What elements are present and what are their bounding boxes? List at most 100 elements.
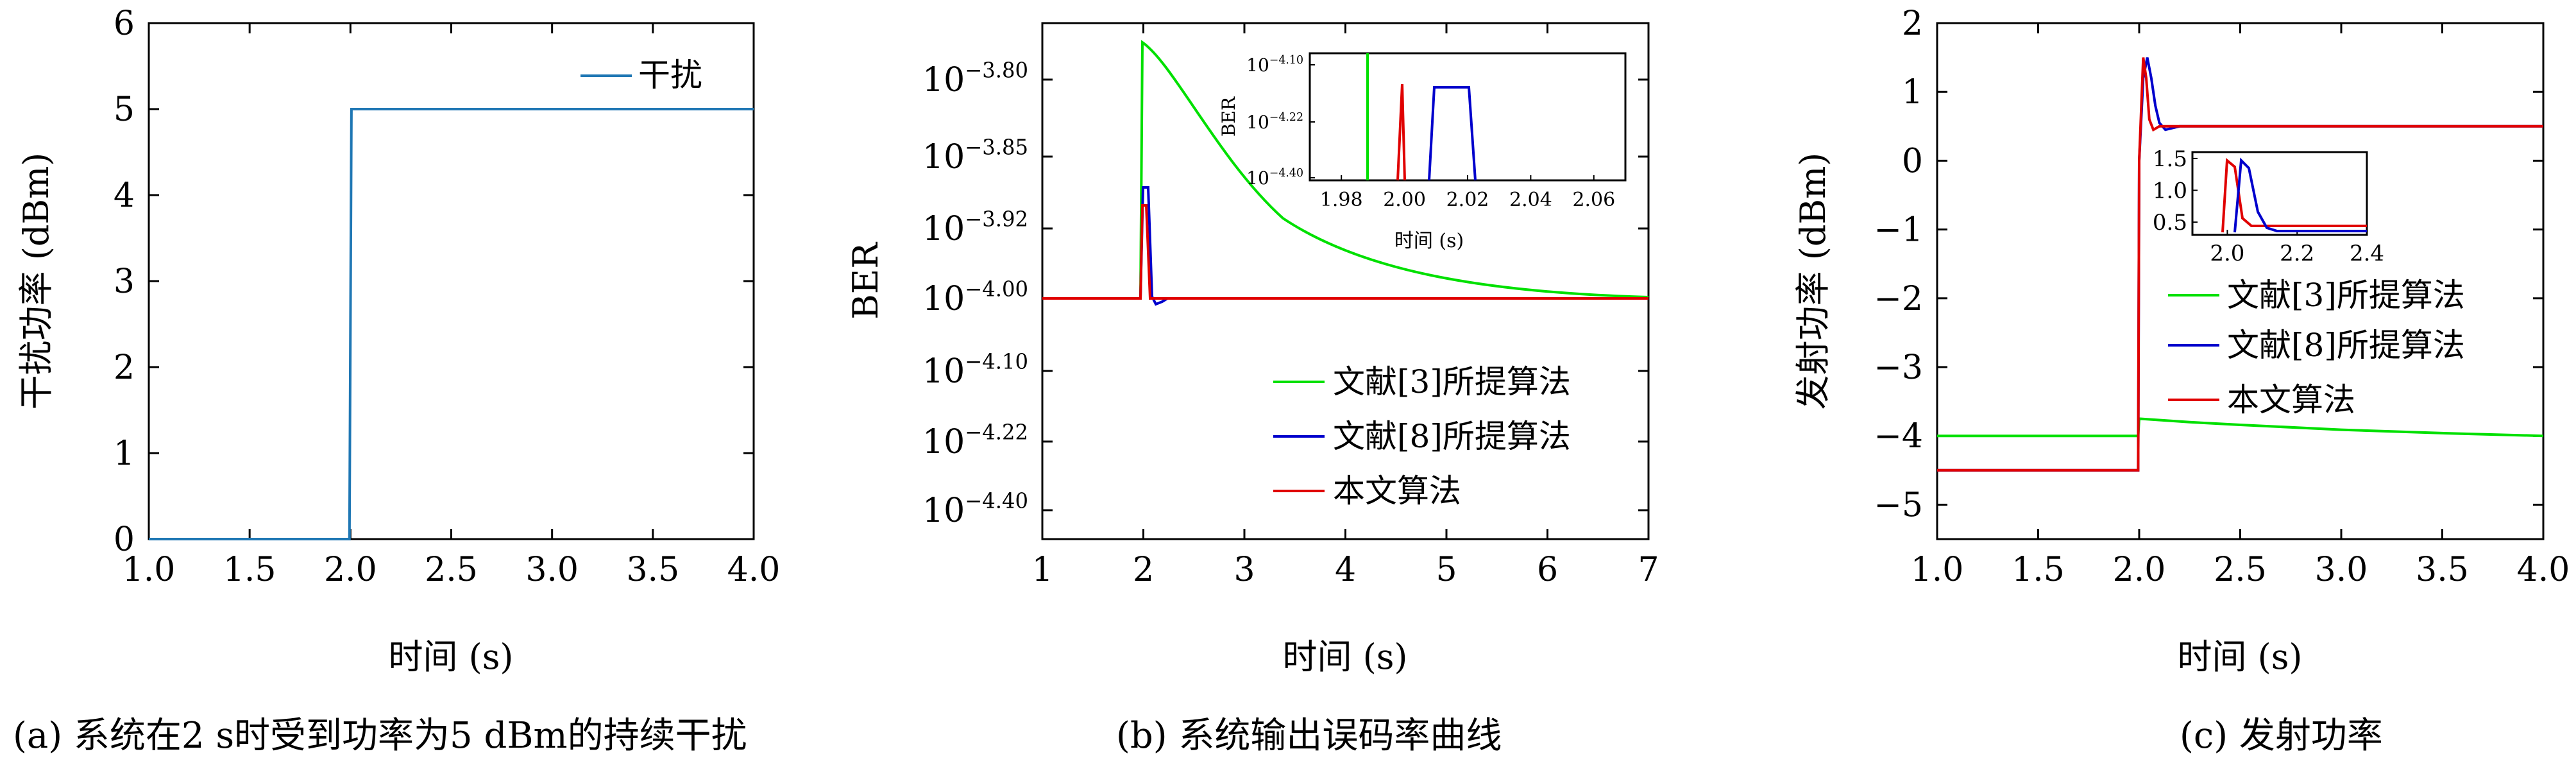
legend-label-c-ref8: 文献[8]所提算法 — [2227, 327, 2465, 364]
inset-b-proposed-line — [1396, 83, 1406, 181]
panel-a-x-tick-label: 1.5 — [223, 551, 276, 589]
panel-b-y-tick-label: 10−4.10 — [922, 349, 1028, 391]
panel-c-y-tick-label: 0 — [1902, 142, 1923, 180]
panel-c-y-tick-label: −2 — [1874, 280, 1923, 318]
inset-b-ref8-line — [1428, 86, 1477, 181]
panel-a-x-tick-label: 3.0 — [525, 551, 579, 589]
x-axis-label-b: 时间 (s) — [1282, 637, 1407, 677]
series-b-ref3-curve — [1042, 40, 1649, 300]
ticks-b: 1 2 3 4 5 6 7 10−3.80 10−3.85 10−3.92 10−4.00 10−4.… — [922, 23, 1659, 589]
panel-a-y-tick-label: 2 — [114, 348, 135, 387]
inset-b-y-tick-label: 10−4.22 — [1246, 111, 1303, 133]
series-a-line-0 — [149, 108, 754, 540]
panel-b-y-tick-label: 10−4.22 — [922, 420, 1028, 461]
panel-a-y-tick-label: 6 — [114, 4, 135, 43]
panel-c-x-tick-label: 3.5 — [2416, 551, 2469, 589]
series-b-proposed-curve — [1042, 204, 1648, 300]
legend-label-c-ref3: 文献[3]所提算法 — [2227, 277, 2465, 314]
panel-a-y-tick-label: 0 — [114, 520, 135, 559]
panel-a-x-tick-label: 1.0 — [123, 551, 176, 589]
ticks-a: 1.0 1.5 2.0 2.5 3.0 3.5 4.0 0 1 2 3 4 5 6 — [114, 4, 780, 589]
panel-c-y-tick-label: −1 — [1874, 211, 1923, 250]
inset-b-y-tick-label: 10−4.10 — [1246, 54, 1303, 76]
panel-c-y-tick-label: 1 — [1902, 73, 1923, 112]
panel-b-y-tick-label: 10−4.00 — [922, 277, 1028, 318]
legend-c: 文献[3]所提算法 文献[8]所提算法 本文算法 — [2168, 277, 2465, 418]
panel-c-y-tick-label: 2 — [1902, 4, 1923, 43]
panel-a-y-tick-label: 4 — [114, 176, 135, 215]
chart-panel-b: 1 2 3 4 5 6 7 10−3.80 10−3.85 10−3.92 10−4.00 10−4.… — [845, 22, 1659, 757]
caption-a: (a) 系统在2 s时受到功率为5 dBm的持续干扰 — [13, 715, 747, 757]
inset-plot-area-c — [2191, 151, 2368, 236]
panel-b-x-tick-label: 1 — [1031, 551, 1053, 589]
panel-c-y-tick-label: −4 — [1874, 417, 1923, 456]
inset-b-y-tick-label: 10−4.40 — [1246, 167, 1303, 189]
inset-y-label-b: BER — [1218, 96, 1239, 137]
inset-ticks-b: 1.98 2.00 2.02 2.04 2.06 10−4.10 10−4.22 10−4.4… — [1246, 54, 1615, 211]
inset-b-x-tick-label: 2.00 — [1383, 189, 1426, 211]
caption-b: (b) 系统输出误码率曲线 — [1116, 715, 1502, 757]
legend-label-c-proposed: 本文算法 — [2227, 381, 2355, 418]
legend-label-b-ref3: 文献[3]所提算法 — [1333, 363, 1571, 400]
inset-b: 1.98 2.00 2.02 2.04 2.06 10−4.10 10−4.22 10−4.4… — [1218, 52, 1627, 252]
legend-label-b-proposed: 本文算法 — [1333, 472, 1461, 510]
panel-b-x-tick-label: 2 — [1133, 551, 1154, 589]
panel-b-x-tick-label: 7 — [1638, 551, 1659, 589]
inset-b-x-tick-label: 2.06 — [1572, 189, 1615, 211]
inset-plot-area-b — [1309, 52, 1627, 182]
inset-ticks-c: 2.0 2.2 2.4 1.5 1.0 0.5 — [2153, 146, 2384, 266]
panel-b-x-tick-label: 5 — [1436, 551, 1457, 589]
inset-c: 2.0 2.2 2.4 1.5 1.0 0.5 — [2153, 146, 2384, 266]
panel-b-y-tick-label: 10−3.80 — [922, 58, 1028, 99]
panel-c-y-tick-label: −5 — [1874, 486, 1923, 524]
legend-b: 文献[3]所提算法 文献[8]所提算法 本文算法 — [1273, 363, 1571, 510]
inset-c-x-tick-label: 2.0 — [2210, 241, 2244, 266]
panel-b-x-tick-label: 6 — [1537, 551, 1558, 589]
panel-b-x-tick-label: 3 — [1233, 551, 1255, 589]
plot-area-a — [148, 22, 755, 540]
panel-c-x-tick-label: 1.0 — [1911, 551, 1964, 589]
panel-c-x-tick-label: 4.0 — [2517, 551, 2570, 589]
y-axis-label-c: 发射功率 (dBm) — [1793, 153, 1833, 410]
panel-b-y-tick-label: 10−3.85 — [922, 135, 1028, 176]
inset-c-y-tick-label: 1.0 — [2153, 178, 2187, 204]
x-axis-label-a: 时间 (s) — [388, 637, 513, 677]
inset-b-x-tick-label: 2.02 — [1446, 189, 1489, 211]
inset-b-x-tick-label: 1.98 — [1320, 189, 1363, 211]
inset-c-y-tick-label: 0.5 — [2153, 210, 2187, 236]
legend-label-interference: 干扰 — [638, 56, 702, 94]
panel-c-x-tick-label: 2.0 — [2113, 551, 2166, 589]
panel-a-x-tick-label: 2.5 — [425, 551, 478, 589]
panel-b-x-tick-label: 4 — [1335, 551, 1356, 589]
panel-a-y-tick-label: 1 — [114, 434, 135, 473]
panel-c-x-tick-label: 3.0 — [2315, 551, 2368, 589]
series-a — [149, 108, 754, 540]
y-axis-label-b: BER — [845, 242, 886, 320]
series-c-line-2 — [1937, 57, 2543, 472]
series-c — [1937, 57, 2544, 472]
legend-a: 干扰 — [580, 56, 702, 94]
panel-c-x-tick-label: 2.5 — [2214, 551, 2267, 589]
caption-c: (c) 发射功率 — [2180, 715, 2383, 757]
panel-a-x-tick-label: 2.0 — [324, 551, 377, 589]
inset-x-label-b: 时间 (s) — [1394, 230, 1464, 252]
ticks-c: 1.0 1.5 2.0 2.5 3.0 3.5 4.0 2 1 0 −1 −2 −3 −4 −5 — [1874, 4, 2570, 589]
chart-panel-a: 1.0 1.5 2.0 2.5 3.0 3.5 4.0 0 1 2 3 4 5 6 干扰 干扰功率 (dB… — [13, 4, 780, 757]
panel-a-y-tick-label: 5 — [114, 90, 135, 129]
panel-b-y-tick-label: 10−4.40 — [922, 488, 1028, 530]
inset-c-x-tick-label: 2.2 — [2280, 241, 2314, 266]
x-axis-label-c: 时间 (s) — [2177, 637, 2302, 677]
inset-c-x-tick-label: 2.4 — [2350, 241, 2384, 266]
inset-c-y-tick-label: 1.5 — [2153, 146, 2187, 172]
panel-b-y-tick-label: 10−3.92 — [922, 207, 1028, 248]
panel-a-y-tick-label: 3 — [114, 262, 135, 301]
inset-b-x-tick-label: 2.04 — [1509, 189, 1552, 211]
y-axis-label-a: 干扰功率 (dBm) — [16, 153, 56, 410]
panel-c-x-tick-label: 1.5 — [2012, 551, 2065, 589]
series-c-line-0 — [1937, 417, 2544, 438]
panel-c-y-tick-label: −3 — [1874, 348, 1923, 387]
legend-label-b-ref8: 文献[8]所提算法 — [1333, 418, 1571, 455]
inset-c-ref8-line — [2233, 157, 2367, 233]
